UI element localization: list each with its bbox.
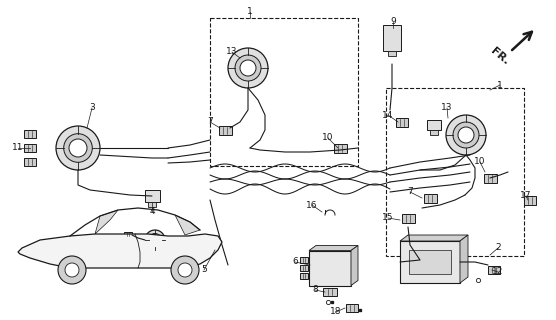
Text: 13: 13 (441, 103, 453, 113)
Bar (24, 144, 36, 152)
Bar (148, 202, 156, 207)
Text: 17: 17 (520, 191, 532, 201)
Text: 11: 11 (12, 143, 24, 153)
Bar (524, 196, 536, 204)
Text: 16: 16 (306, 201, 317, 210)
Bar (219, 125, 231, 134)
Text: 1: 1 (497, 81, 503, 90)
Text: 7: 7 (407, 188, 413, 196)
Text: 7: 7 (207, 117, 213, 126)
Text: 2: 2 (495, 244, 501, 252)
Circle shape (240, 60, 256, 76)
Circle shape (69, 139, 87, 157)
Bar (409, 251, 451, 274)
Circle shape (65, 263, 79, 277)
Bar (300, 265, 308, 271)
Text: 1: 1 (247, 7, 253, 17)
Bar (400, 241, 460, 283)
Circle shape (458, 127, 474, 143)
Bar (124, 231, 132, 236)
Circle shape (228, 48, 268, 88)
Bar (24, 158, 36, 166)
Circle shape (148, 234, 161, 246)
Circle shape (64, 134, 92, 162)
Circle shape (446, 115, 486, 155)
Circle shape (58, 256, 86, 284)
Polygon shape (400, 235, 468, 241)
Text: FR.: FR. (489, 45, 511, 67)
Bar (334, 143, 346, 153)
Bar (401, 213, 415, 222)
Text: 3: 3 (89, 103, 95, 113)
Text: 18: 18 (330, 308, 342, 316)
Bar (309, 251, 351, 285)
Circle shape (171, 256, 199, 284)
Polygon shape (351, 245, 358, 285)
Text: 5: 5 (201, 266, 207, 275)
Polygon shape (309, 245, 358, 251)
Circle shape (145, 230, 165, 250)
Polygon shape (18, 234, 222, 268)
Text: 8: 8 (312, 285, 318, 294)
Bar (488, 266, 500, 274)
Bar (396, 117, 408, 126)
Bar (383, 25, 401, 51)
Bar (300, 273, 308, 279)
Bar (386, 88, 524, 256)
Polygon shape (95, 210, 118, 234)
Bar (210, 18, 358, 166)
Bar (430, 130, 438, 135)
Bar (424, 194, 436, 203)
Bar (346, 304, 358, 312)
Text: 4: 4 (149, 207, 155, 217)
Text: 12: 12 (492, 268, 504, 276)
Circle shape (56, 126, 100, 170)
Bar (300, 257, 308, 263)
Text: 10: 10 (474, 157, 486, 166)
Text: 15: 15 (383, 213, 394, 222)
Text: 10: 10 (322, 133, 334, 142)
Polygon shape (175, 215, 200, 235)
Circle shape (453, 122, 479, 148)
Bar (24, 130, 36, 138)
Bar (145, 190, 160, 202)
Circle shape (235, 55, 261, 81)
Circle shape (151, 236, 159, 244)
Bar (484, 173, 497, 182)
Text: 13: 13 (226, 47, 238, 57)
Bar (323, 288, 337, 296)
Text: 14: 14 (383, 110, 394, 119)
Circle shape (178, 263, 192, 277)
Bar (388, 51, 396, 56)
Text: 9: 9 (390, 18, 396, 27)
Text: 6: 6 (292, 258, 298, 267)
Polygon shape (460, 235, 468, 283)
Bar (427, 120, 441, 130)
